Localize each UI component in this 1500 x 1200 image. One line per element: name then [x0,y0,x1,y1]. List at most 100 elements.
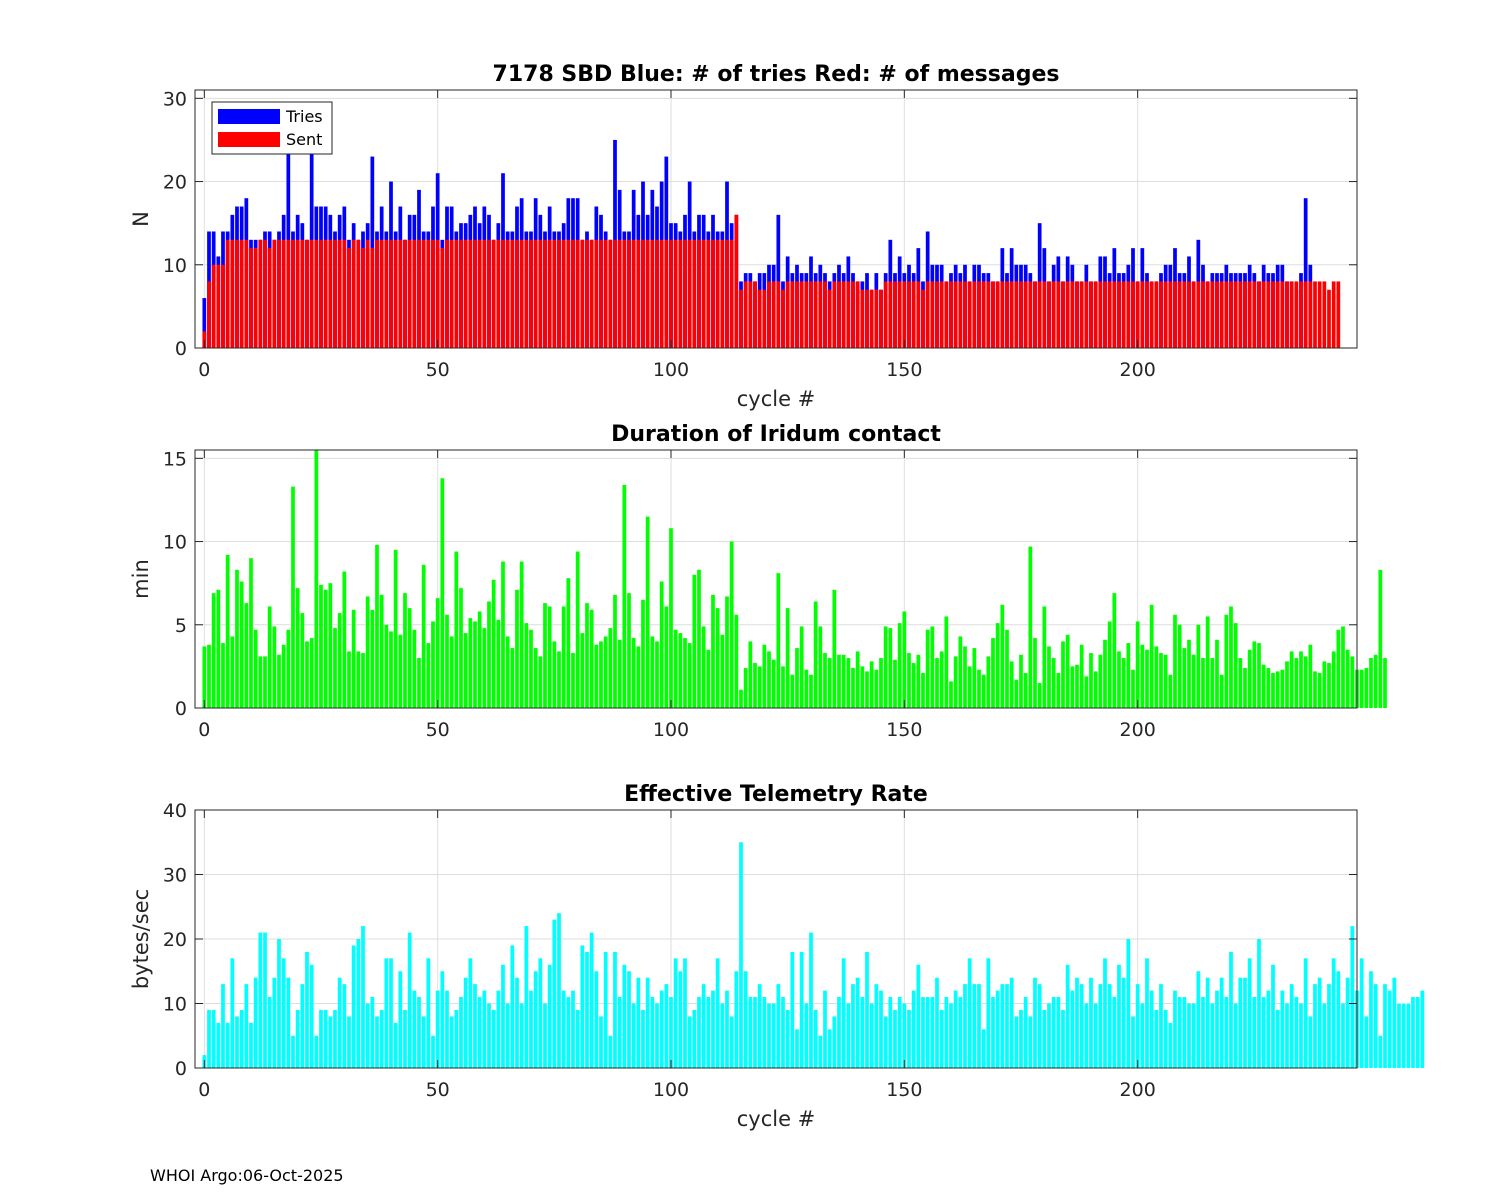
y-axis-label: bytes/sec [129,889,153,989]
duration-bar [351,609,356,708]
rate-bar [267,997,272,1068]
rate-bar [1121,977,1126,1068]
rate-bar [823,990,827,1068]
rate-bar [319,1009,323,1068]
duration-bar [1037,683,1042,708]
sent-bar [1275,281,1280,348]
sent-bar [1173,281,1177,348]
rate-bar [902,1003,907,1068]
rate-bar [249,1022,253,1068]
rate-bar [715,958,720,1068]
rate-bar [949,1003,953,1068]
sent-bar [650,239,655,348]
duration-bar [491,579,496,708]
rate-bar [655,1003,659,1068]
duration-bar [1154,646,1159,708]
sent-bar [1075,281,1079,348]
duration-bar [664,606,669,708]
rate-bar [1252,997,1257,1068]
duration-bar [337,613,342,708]
sent-bar [230,239,235,348]
rate-bar [1387,990,1392,1068]
rate-bar [813,1009,818,1068]
rate-bar [851,984,855,1068]
duration-bar [515,589,519,708]
duration-bar [944,616,949,708]
duration-bar [972,648,977,708]
sent-bar [365,239,370,348]
x-tick-label: 150 [886,1079,922,1101]
sent-bar [851,281,855,348]
x-tick-label: 50 [426,1079,450,1101]
rate-bar [771,1003,776,1068]
rate-bar [720,1003,725,1068]
x-tick-label: 0 [198,1079,210,1101]
duration-bar [230,636,235,708]
duration-bar [687,643,692,708]
duration-bar [1285,661,1289,708]
duration-bar [398,634,403,708]
rate-bar [683,958,687,1068]
duration-bar [566,578,571,708]
sent-bar [972,281,977,348]
duration-bar [1313,671,1317,708]
y-tick-label: 15 [163,448,187,470]
rate-bar [1219,977,1224,1068]
sent-bar [790,281,795,348]
sent-bar [893,281,897,348]
duration-bar [669,528,673,708]
duration-bar [907,653,911,708]
rate-bar [939,1009,944,1068]
rate-bar [930,997,935,1068]
duration-bar [496,619,501,708]
rate-bar [664,984,669,1068]
rate-bar [1196,971,1201,1068]
rate-bar [291,1035,295,1068]
rate-bar [1392,977,1397,1068]
rate-bar [883,1016,888,1068]
duration-bar [225,554,230,708]
rate-bar [1075,977,1079,1068]
rate-bar [1051,997,1056,1068]
duration-bar [734,614,739,708]
sent-bar [1257,281,1261,348]
sent-bar [249,248,253,348]
sent-bar [1294,281,1299,348]
sent-bar [874,289,879,348]
rate-bar [468,958,473,1068]
rate-bar [1420,990,1425,1068]
rate-bar [1103,958,1107,1068]
duration-bar [799,626,804,708]
duration-bar [729,541,734,708]
rate-bar [1313,984,1317,1068]
rate-bar [547,964,552,1068]
rate-bar [459,997,463,1068]
duration-bar [636,646,641,708]
duration-bar [239,581,244,708]
sent-bar [239,239,244,348]
sent-bar [1126,281,1131,348]
duration-bar [1364,668,1369,708]
rate-bar [1280,990,1285,1068]
sent-bar [659,239,664,348]
duration-bar [641,599,645,708]
duration-bar [412,629,417,708]
rate-bar [393,1022,398,1068]
rate-bar [482,990,487,1068]
y-tick-label: 20 [163,172,187,194]
rate-bar [515,977,519,1068]
duration-bar [841,654,846,708]
sent-bar [1238,281,1243,348]
rate-bar [1201,997,1205,1068]
duration-bar [1383,658,1387,708]
rate-bar [1373,984,1378,1068]
duration-bar [599,641,603,708]
rate-bar [1210,1003,1215,1068]
duration-bar [977,669,981,708]
sent-bar [809,281,813,348]
rate-bar [631,1003,636,1068]
duration-bar [795,648,799,708]
rate-bar [841,958,846,1068]
rate-bar [1145,958,1149,1068]
rate-bar [893,1009,897,1068]
